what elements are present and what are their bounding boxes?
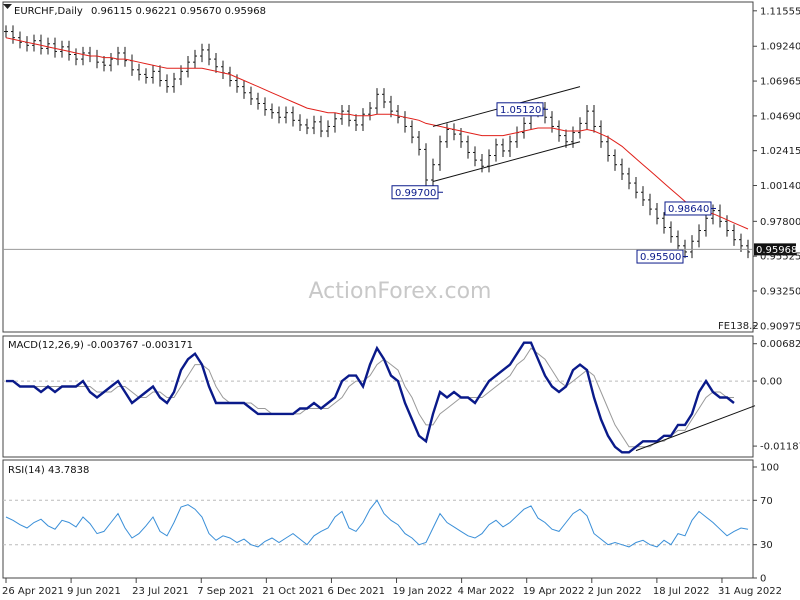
price-y-tick-label: 1.00140 <box>760 181 800 192</box>
price-panel: EURCHF,Daily 0.96115 0.96221 0.95670 0.9… <box>2 1 800 333</box>
x-tick-label: 26 Apr 2021 <box>2 586 64 597</box>
macd-y-tick-label: 0.006823 <box>760 339 800 350</box>
price-annotations: 0.99700 1.05120 0.98640 0.95500 <box>391 102 716 264</box>
price-y-tick-label: 0.97800 <box>760 217 800 228</box>
price-y-tick-label: 0.93250 <box>760 286 800 297</box>
x-tick-label: 23 Jul 2021 <box>132 586 189 597</box>
macd-panel: MACD(12,26,9) -0.003767 -0.003171 0.0068… <box>2 335 800 458</box>
macd-y-tick-label: 0.00 <box>760 377 782 388</box>
x-tick-label: 19 Jan 2022 <box>393 586 453 597</box>
rsi-y-axis: 100 70 30 0 <box>753 463 779 585</box>
price-ohlc: 0.96115 0.96221 0.95670 0.95968 <box>91 6 266 17</box>
rsi-panel-frame <box>2 459 754 579</box>
x-axis: 26 Apr 2021 9 Jun 2021 23 Jul 2021 7 Sep 20… <box>2 578 782 597</box>
x-tick-label: 9 Jun 2021 <box>67 586 121 597</box>
fib-label: FE138.2 <box>718 321 759 332</box>
price-annotation-label: 0.95500 <box>640 252 681 263</box>
dropdown-triangle-icon[interactable] <box>3 4 12 9</box>
price-y-tick-label: 1.02415 <box>760 146 800 157</box>
channel-line <box>432 141 581 183</box>
macd-line <box>6 341 735 454</box>
last-price-label: 0.95968 <box>756 245 797 256</box>
macd-signal-line <box>6 347 734 448</box>
moving-average-line <box>5 37 749 230</box>
price-y-tick-label: 1.04690 <box>760 111 800 122</box>
rsi-grid <box>3 499 753 546</box>
x-tick-label: 7 Sep 2021 <box>197 586 254 597</box>
x-tick-label: 19 Apr 2022 <box>523 586 585 597</box>
price-title: EURCHF,Daily 0.96115 0.96221 0.95670 0.9… <box>14 6 266 17</box>
price-bars <box>4 25 750 259</box>
rsi-panel: RSI(14) 43.7838 100 70 30 0 <box>2 459 779 585</box>
x-tick-label: 21 Oct 2021 <box>262 586 324 597</box>
price-annotation-label: 0.98640 <box>668 204 709 215</box>
macd-y-tick-label: -0.011874 <box>760 442 800 453</box>
price-annotation-label: 1.05120 <box>500 105 541 116</box>
watermark: ActionForex.com <box>309 279 492 304</box>
macd-panel-frame <box>2 335 754 458</box>
price-annotation-label: 0.99700 <box>395 188 436 199</box>
rsi-title: RSI(14) 43.7838 <box>8 465 89 476</box>
x-tick-label: 6 Dec 2021 <box>327 586 385 597</box>
x-tick-label: 31 Aug 2022 <box>718 586 782 597</box>
price-y-tick-label: 1.06965 <box>760 77 800 88</box>
rsi-y-tick-label: 70 <box>760 496 773 507</box>
price-y-tick-label: 1.11555 <box>760 6 800 17</box>
macd-y-axis: 0.006823 0.00 -0.011874 <box>753 339 800 453</box>
price-y-tick-label: 0.90975 <box>760 321 800 332</box>
price-panel-frame <box>2 1 754 333</box>
rsi-y-tick-label: 100 <box>760 463 779 474</box>
x-tick-label: 2 Jun 2022 <box>588 586 642 597</box>
rsi-line <box>5 499 749 548</box>
macd-trendline <box>635 405 756 452</box>
x-tick-label: 18 Jul 2022 <box>653 586 710 597</box>
price-symbol: EURCHF,Daily <box>14 6 83 17</box>
price-y-axis: 1.11555 1.09240 1.06965 1.04690 1.02415 1.001… <box>753 6 800 332</box>
macd-title: MACD(12,26,9) -0.003767 -0.003171 <box>8 340 193 351</box>
price-y-tick-label: 1.09240 <box>760 42 800 53</box>
last-price-badge: 0.95968 <box>754 243 797 256</box>
rsi-y-tick-label: 30 <box>760 540 773 551</box>
x-tick-label: 4 Mar 2022 <box>458 586 515 597</box>
price-y-tick-label: 0.95525 <box>760 252 800 263</box>
rsi-y-tick-label: 0 <box>760 574 766 585</box>
